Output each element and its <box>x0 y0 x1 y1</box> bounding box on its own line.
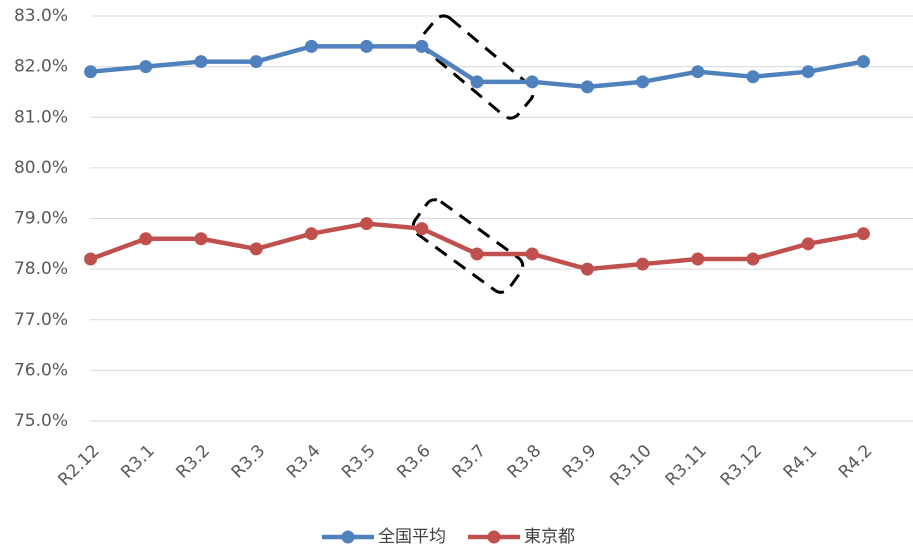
y-tick-label: 78.0% <box>14 259 68 279</box>
data-point <box>525 247 539 261</box>
data-point <box>304 39 318 53</box>
highlight-box <box>419 14 535 120</box>
data-point <box>856 227 870 241</box>
y-tick-label: 83.0% <box>14 6 68 26</box>
x-tick-label: R3.4 <box>283 441 325 483</box>
data-point <box>746 252 760 266</box>
data-point <box>636 75 650 89</box>
data-point <box>525 75 539 89</box>
x-tick-label: R3.9 <box>559 441 601 483</box>
data-point <box>360 39 374 53</box>
annotations <box>411 14 535 294</box>
x-tick-label: R2.12 <box>54 441 103 490</box>
legend-label: 全国平均 <box>378 527 446 547</box>
y-tick-label: 82.0% <box>14 57 68 77</box>
data-point <box>415 39 429 53</box>
data-point <box>249 242 263 256</box>
data-point <box>580 262 594 276</box>
x-tick-label: R3.2 <box>172 441 214 483</box>
data-point <box>84 252 98 266</box>
y-tick-label: 75.0% <box>14 411 68 431</box>
data-point <box>249 55 263 69</box>
legend-item: 全国平均 <box>322 527 446 547</box>
x-tick-label: R4.2 <box>835 441 877 483</box>
x-tick-label: R3.10 <box>606 441 655 490</box>
legend-marker <box>341 530 355 544</box>
y-tick-label: 79.0% <box>14 209 68 229</box>
data-point <box>139 60 153 74</box>
x-tick-label: R3.7 <box>448 441 490 483</box>
x-tick-label: R3.11 <box>662 441 711 490</box>
data-point <box>470 75 484 89</box>
data-point <box>691 252 705 266</box>
legend-label: 東京都 <box>524 527 575 547</box>
x-tick-label: R3.8 <box>504 441 546 483</box>
data-point <box>360 217 374 231</box>
legend-item: 東京都 <box>468 527 575 547</box>
x-tick-label: R3.5 <box>338 441 380 483</box>
data-point <box>194 55 208 69</box>
data-point <box>691 65 705 79</box>
y-tick-label: 80.0% <box>14 158 68 178</box>
x-tick-label: R4.1 <box>780 441 822 483</box>
y-tick-label: 77.0% <box>14 310 68 330</box>
data-point <box>415 222 429 236</box>
data-point <box>580 80 594 94</box>
x-tick-label: R3.1 <box>117 441 159 483</box>
highlight-box <box>411 198 525 294</box>
x-tick-label: R3.6 <box>393 441 435 483</box>
data-point <box>84 65 98 79</box>
y-tick-label: 76.0% <box>14 360 68 380</box>
data-point <box>856 55 870 69</box>
data-point <box>801 65 815 79</box>
y-tick-label: 81.0% <box>14 107 68 127</box>
data-point <box>304 227 318 241</box>
x-tick-label: R3.3 <box>228 441 270 483</box>
data-point <box>139 232 153 246</box>
data-point <box>470 247 484 261</box>
legend-marker <box>487 530 501 544</box>
data-point <box>746 70 760 84</box>
data-point <box>636 257 650 271</box>
x-tick-label: R3.12 <box>717 441 766 490</box>
data-point <box>801 237 815 251</box>
grid <box>90 15 913 422</box>
data-point <box>194 232 208 246</box>
